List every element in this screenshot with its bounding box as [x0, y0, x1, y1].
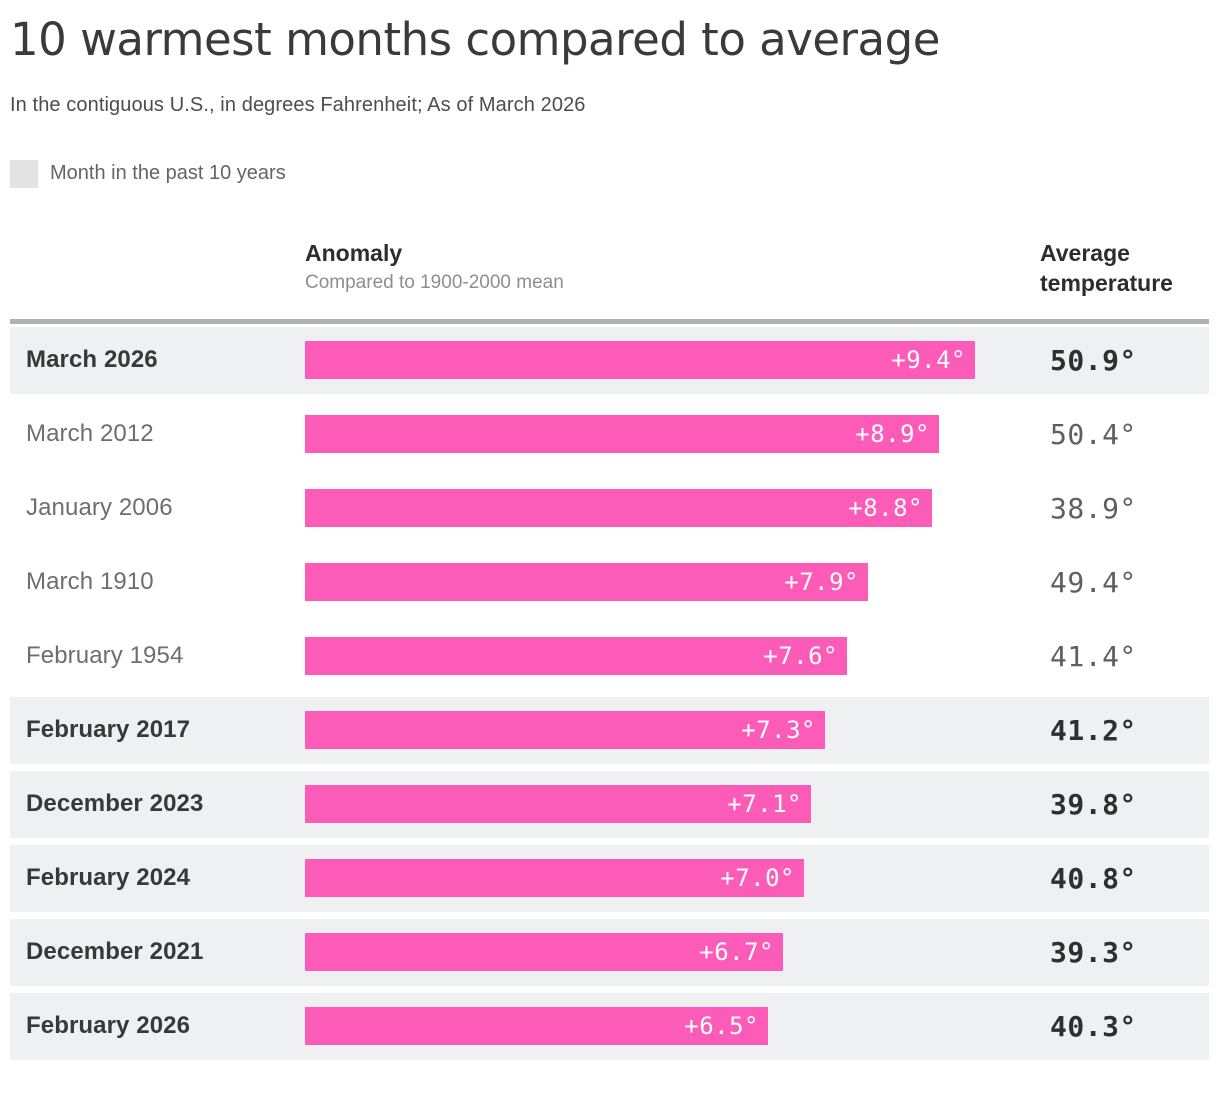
anomaly-value-label: +7.3° — [741, 716, 816, 745]
table-row: March 2026 +9.4° 50.9° — [10, 326, 1209, 394]
table-row: January 2006 +8.8° 38.9° — [10, 474, 1209, 542]
table-row: February 1954 +7.6° 41.4° — [10, 622, 1209, 690]
average-temperature-value: 49.4° — [1050, 565, 1137, 599]
row-bar-track: +7.3° — [305, 711, 1040, 750]
row-month-label: February 2017 — [26, 716, 191, 744]
row-bar-track: +6.7° — [305, 933, 1040, 972]
row-month-label: February 1954 — [26, 642, 184, 670]
legend: Month in the past 10 years — [10, 159, 1209, 188]
bar-chart-table: March 2026 +9.4° 50.9° March 2012 +8.9° … — [10, 318, 1209, 1060]
anomaly-bar: +7.1° — [305, 785, 811, 824]
column-headers: Anomaly Compared to 1900-2000 mean Avera… — [10, 238, 1209, 298]
average-temperature-value: 40.3° — [1050, 1009, 1137, 1043]
anomaly-value-label: +6.7° — [699, 938, 774, 967]
table-row: February 2017 +7.3° 41.2° — [10, 696, 1209, 764]
anomaly-value-label: +8.9° — [855, 420, 930, 449]
row-bar-track: +6.5° — [305, 1007, 1040, 1046]
anomaly-value-label: +7.0° — [720, 864, 795, 893]
table-row: December 2023 +7.1° 39.8° — [10, 770, 1209, 838]
average-column-title: Average temperature — [1040, 239, 1173, 296]
column-header-anomaly: Anomaly Compared to 1900-2000 mean — [305, 238, 1040, 294]
anomaly-column-subtitle: Compared to 1900-2000 mean — [305, 271, 564, 293]
anomaly-bar: +8.8° — [305, 489, 932, 528]
row-bar-track: +8.8° — [305, 489, 1040, 528]
anomaly-bar: +6.5° — [305, 1007, 768, 1046]
average-temperature-value: 41.2° — [1050, 713, 1137, 747]
row-month-label: March 2012 — [26, 420, 154, 448]
average-temperature-value: 38.9° — [1050, 491, 1137, 525]
anomaly-bar: +9.4° — [305, 341, 975, 380]
row-bar-track: +7.6° — [305, 637, 1040, 676]
page-title: 10 warmest months compared to average — [10, 13, 940, 66]
table-row: December 2021 +6.7° 39.3° — [10, 918, 1209, 986]
average-temperature-value: 50.9° — [1050, 343, 1137, 377]
anomaly-bar: +6.7° — [305, 933, 783, 972]
column-header-average: Average temperature — [1040, 238, 1209, 298]
row-month-label: December 2023 — [26, 790, 204, 818]
anomaly-bar: +8.9° — [305, 415, 939, 454]
legend-swatch-icon — [10, 159, 38, 188]
anomaly-column-title: Anomaly — [305, 239, 403, 266]
anomaly-bar: +7.9° — [305, 563, 868, 602]
anomaly-value-label: +8.8° — [848, 494, 923, 523]
average-temperature-value: 50.4° — [1050, 417, 1137, 451]
average-temperature-value: 39.8° — [1050, 787, 1137, 821]
table-row: March 2012 +8.9° 50.4° — [10, 400, 1209, 468]
chart-page: 10 warmest months compared to average In… — [0, 14, 1220, 1060]
row-bar-track: +7.9° — [305, 563, 1040, 602]
anomaly-value-label: +7.1° — [727, 790, 802, 819]
anomaly-bar: +7.6° — [305, 637, 847, 676]
row-month-label: March 2026 — [26, 346, 158, 374]
row-bar-track: +7.1° — [305, 785, 1040, 824]
anomaly-bar: +7.0° — [305, 859, 804, 898]
anomaly-bar: +7.3° — [305, 711, 825, 750]
legend-label: Month in the past 10 years — [50, 162, 286, 185]
row-month-label: December 2021 — [26, 938, 204, 966]
table-row: March 1910 +7.9° 49.4° — [10, 548, 1209, 616]
average-temperature-value: 40.8° — [1050, 861, 1137, 895]
anomaly-value-label: +9.4° — [891, 346, 966, 375]
row-month-label: February 2024 — [26, 864, 191, 892]
row-bar-track: +8.9° — [305, 415, 1040, 454]
anomaly-value-label: +7.9° — [784, 568, 859, 597]
average-temperature-value: 41.4° — [1050, 639, 1137, 673]
row-bar-track: +7.0° — [305, 859, 1040, 898]
row-bar-track: +9.4° — [305, 341, 1040, 380]
chart-subtitle: In the contiguous U.S., in degrees Fahre… — [10, 93, 586, 116]
row-month-label: January 2006 — [26, 494, 173, 522]
table-row: February 2026 +6.5° 40.3° — [10, 992, 1209, 1060]
row-month-label: February 2026 — [26, 1012, 191, 1040]
anomaly-value-label: +6.5° — [684, 1012, 759, 1041]
average-temperature-value: 39.3° — [1050, 935, 1137, 969]
anomaly-value-label: +7.6° — [763, 642, 838, 671]
row-month-label: March 1910 — [26, 568, 154, 596]
table-row: February 2024 +7.0° 40.8° — [10, 844, 1209, 912]
